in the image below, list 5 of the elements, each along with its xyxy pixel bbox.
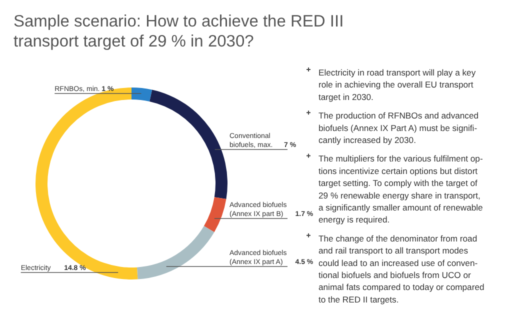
text: The production of RFNBOs and advanced biofuels (Annex IX Part A) must be signifi- cantly increased by 2030. [318,110,479,145]
text: The multipliers for the various fulfilment op- tions incentivize certain options but distort target setting. To comply with the target of 29 % renewable energy share in transport, a significantly smaller amount of renewable energy is required. [318,154,484,225]
text: Electricity in road transport will play a key role in achieving the overall EU transport target in 2030. [318,68,476,102]
text: The change of the denominator from road and rail transport to all transport modes could lead to an increased use of conven- tional biofuels and biofuels from UCO or animal fats compared to today or compared to the RED II targets. [318,233,484,304]
chart-title: Sample scenario: How to achieve the RED III transport target of 29 % in 2030? [14,12,344,50]
